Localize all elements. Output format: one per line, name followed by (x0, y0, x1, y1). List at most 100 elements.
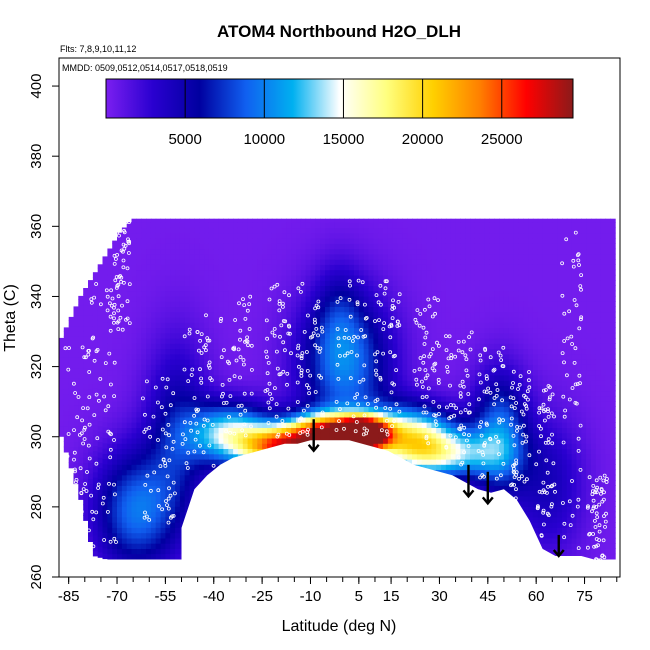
field-cell (179, 248, 186, 255)
field-cell (237, 227, 244, 234)
field-cell (286, 232, 292, 239)
field-cell (421, 385, 428, 392)
field-cell (426, 364, 432, 371)
field-cell (441, 332, 447, 339)
field-cell (121, 269, 128, 276)
field-cell (204, 453, 210, 460)
field-cell (412, 406, 418, 413)
field-cell (237, 295, 244, 302)
field-cell (416, 395, 423, 402)
field-cell (107, 306, 113, 313)
field-cell (271, 422, 278, 428)
field-cell (136, 501, 142, 507)
field-cell (383, 295, 389, 302)
field-cell (416, 427, 423, 434)
field-cell (170, 532, 176, 539)
field-cell (291, 422, 297, 428)
field-cell (126, 232, 133, 239)
field-cell (146, 427, 152, 434)
field-cell (271, 218, 278, 223)
field-cell (349, 218, 355, 223)
field-cell (358, 406, 365, 413)
field-cell (407, 406, 413, 413)
field-cell (204, 353, 210, 360)
field-cell (83, 446, 89, 453)
field-cell (179, 406, 186, 413)
field-cell (204, 327, 210, 334)
field-cell (325, 285, 331, 292)
field-cell (397, 332, 403, 339)
field-cell (445, 464, 452, 471)
field-cell (354, 238, 360, 244)
field-cell (344, 218, 350, 223)
field-cell (426, 348, 432, 355)
field-cell (165, 274, 171, 281)
field-cell (155, 495, 162, 502)
field-cell (402, 369, 408, 376)
field-cell (179, 232, 186, 239)
field-cell (175, 306, 181, 313)
field-cell (68, 362, 75, 369)
field-cell (344, 343, 350, 350)
field-cell (237, 290, 244, 297)
field-cell (363, 343, 370, 350)
field-cell (436, 443, 442, 449)
field-cell (218, 227, 224, 234)
field-cell (175, 464, 181, 471)
field-cell (112, 348, 118, 355)
field-cell (252, 390, 258, 397)
field-cell (349, 301, 355, 307)
field-cell (392, 448, 399, 455)
field-cell (286, 411, 292, 418)
field-cell (441, 395, 447, 402)
field-cell (170, 264, 176, 271)
field-cell (247, 374, 253, 381)
field-cell (383, 364, 389, 371)
field-cell (334, 248, 341, 255)
field-cell (363, 374, 370, 381)
field-cell (373, 443, 379, 449)
field-cell (325, 411, 331, 418)
field-cell (141, 306, 147, 313)
field-cell (189, 401, 195, 407)
field-cell (426, 411, 432, 418)
field-cell (218, 385, 224, 392)
field-cell (412, 380, 418, 386)
field-cell (218, 218, 224, 223)
field-cell (247, 369, 253, 376)
field-cell (121, 427, 128, 434)
field-cell (97, 404, 104, 411)
field-cell (194, 306, 200, 313)
field-cell (170, 453, 176, 460)
field-cell (329, 290, 336, 297)
field-cell (146, 437, 152, 444)
field-cell (83, 373, 89, 379)
field-cell (286, 295, 292, 302)
field-cell (136, 238, 142, 244)
field-cell (329, 285, 336, 292)
field-cell (194, 390, 200, 397)
field-cell (373, 295, 379, 302)
field-cell (354, 437, 360, 444)
field-cell (416, 232, 423, 239)
field-cell (73, 373, 79, 379)
field-cell (213, 322, 220, 329)
field-cell (141, 401, 147, 407)
field-cell (59, 388, 65, 395)
field-cell (387, 222, 394, 229)
field-cell (102, 300, 108, 307)
field-cell (131, 227, 137, 234)
field-cell (262, 411, 268, 418)
field-cell (286, 437, 292, 444)
field-cell (117, 364, 123, 371)
field-cell (271, 259, 278, 265)
field-cell (97, 462, 104, 469)
field-cell (445, 285, 452, 292)
field-cell (257, 348, 263, 355)
field-cell (315, 269, 321, 276)
field-cell (286, 385, 292, 392)
field-cell (392, 243, 399, 250)
field-cell (170, 259, 176, 265)
field-cell (97, 451, 104, 458)
field-cell (117, 343, 123, 350)
